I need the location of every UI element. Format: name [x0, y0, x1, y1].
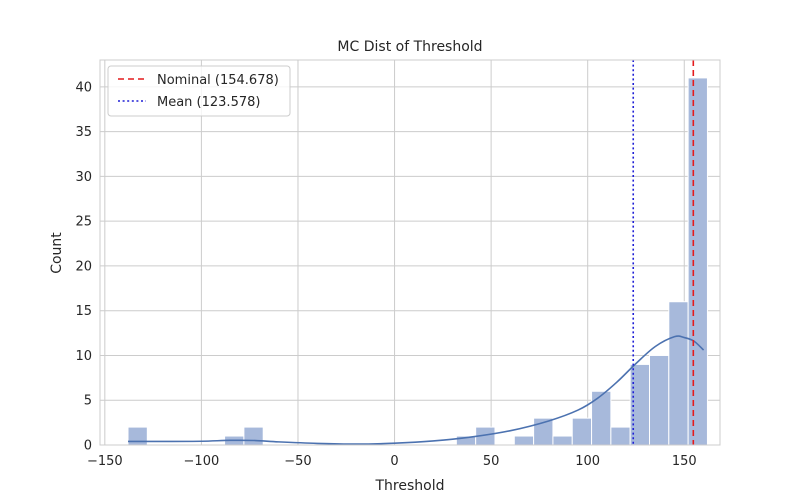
- x-tick-label: 150: [672, 454, 697, 469]
- y-tick-label: 30: [75, 170, 92, 185]
- histogram-bar: [513, 435, 535, 446]
- y-tick-label: 20: [75, 259, 92, 274]
- y-tick-label: 0: [84, 439, 92, 454]
- histogram-bar: [649, 354, 670, 446]
- x-tick-label: −50: [284, 454, 311, 469]
- histogram-bar: [552, 435, 573, 446]
- kde-curve: [128, 335, 705, 445]
- x-axis-label: Threshold: [375, 478, 445, 494]
- x-tick-label: 0: [390, 454, 398, 469]
- y-tick-labels: 0 5 10 15 20 25 30 35 40: [75, 80, 92, 453]
- x-tick-label: −100: [184, 454, 220, 469]
- chart-title: MC Dist of Threshold: [337, 39, 482, 55]
- histogram-bar: [127, 426, 148, 446]
- reference-lines: [632, 60, 695, 445]
- y-tick-label: 35: [75, 125, 92, 140]
- x-tick-label: −150: [87, 454, 123, 469]
- y-tick-label: 25: [75, 215, 92, 230]
- x-tick-label: 50: [483, 454, 500, 469]
- histogram-bar: [687, 77, 708, 446]
- y-tick-label: 5: [84, 394, 92, 409]
- legend-label-nominal: Nominal (154.678): [157, 73, 279, 88]
- x-tick-label: 100: [575, 454, 600, 469]
- legend-label-mean: Mean (123.578): [157, 95, 260, 110]
- y-tick-label: 15: [75, 304, 92, 319]
- plot-frame: [99, 59, 721, 446]
- x-tick-labels: −150 −100 −50 0 50 100 150: [87, 454, 697, 469]
- histogram-bar: [610, 426, 631, 446]
- histogram-bar: [591, 390, 612, 446]
- histogram-bar: [571, 417, 593, 446]
- y-axis-label: Count: [49, 232, 65, 274]
- histogram-bar: [243, 426, 264, 446]
- histogram-bar: [668, 301, 689, 446]
- y-tick-label: 10: [75, 349, 92, 364]
- y-tick-label: 40: [75, 80, 92, 95]
- legend-box: [107, 65, 291, 117]
- legend: Nominal (154.678) Mean (123.578): [107, 65, 291, 117]
